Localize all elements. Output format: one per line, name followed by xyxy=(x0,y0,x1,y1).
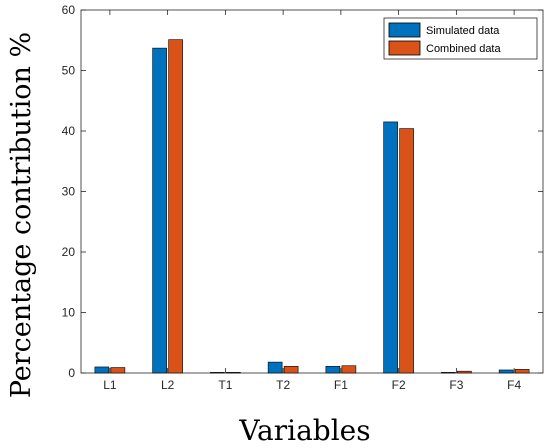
bar-simulated-f1 xyxy=(325,366,341,374)
bar-simulated-l2 xyxy=(152,47,167,374)
x-tick-label-t2: T2 xyxy=(276,378,290,392)
y-tick-label: 10 xyxy=(62,306,76,320)
legend: Simulated data Combined data xyxy=(383,17,538,60)
y-axis: 0 10 20 30 40 50 60 xyxy=(62,3,543,380)
legend-label-combined: Combined data xyxy=(426,43,501,55)
x-axis-title: Variables xyxy=(238,414,370,447)
bar-combined-f4 xyxy=(514,369,530,374)
y-tick-label: 60 xyxy=(62,3,76,17)
y-tick-label: 40 xyxy=(62,124,76,138)
plot-border xyxy=(80,9,544,374)
x-tick-label-l1: L1 xyxy=(103,378,117,392)
bar-simulated-f3 xyxy=(441,372,456,374)
bar-combined-t2 xyxy=(283,366,299,374)
x-tick-label-l2: L2 xyxy=(161,378,175,392)
x-tick-label-f1: F1 xyxy=(334,378,348,392)
x-tick-label-t1: T1 xyxy=(218,378,232,392)
legend-swatch-combined xyxy=(388,40,421,56)
bar-combined-l1 xyxy=(110,367,126,374)
y-axis-title: Percentage contribution % xyxy=(6,32,37,398)
bar-simulated-t1 xyxy=(210,372,225,374)
y-tick-label: 30 xyxy=(62,185,76,199)
bar-simulated-f2 xyxy=(383,121,398,374)
bar-simulated-l1 xyxy=(94,366,110,374)
bar-combined-t1 xyxy=(226,372,241,374)
legend-swatch-simulated xyxy=(388,22,421,38)
bar-combined-f3 xyxy=(457,370,472,374)
y-tick-label: 20 xyxy=(62,245,76,259)
x-tick-label-f4: F4 xyxy=(507,378,521,392)
bar-combined-l2 xyxy=(168,39,183,374)
bar-combined-f2 xyxy=(399,128,414,374)
bar-simulated-t2 xyxy=(267,361,283,374)
legend-label-simulated: Simulated data xyxy=(426,25,500,37)
x-tick-label-f2: F2 xyxy=(392,378,406,392)
bar-combined-f1 xyxy=(341,365,357,374)
y-tick-label: 0 xyxy=(68,366,75,380)
x-axis: L1 L2 T1 T2 F1 F2 F3 F4 xyxy=(103,10,521,392)
bar-simulated-f4 xyxy=(498,369,514,374)
plot-area xyxy=(80,9,544,374)
bars-group xyxy=(94,39,530,374)
y-tick-label: 50 xyxy=(62,64,76,78)
x-tick-label-f3: F3 xyxy=(449,378,463,392)
